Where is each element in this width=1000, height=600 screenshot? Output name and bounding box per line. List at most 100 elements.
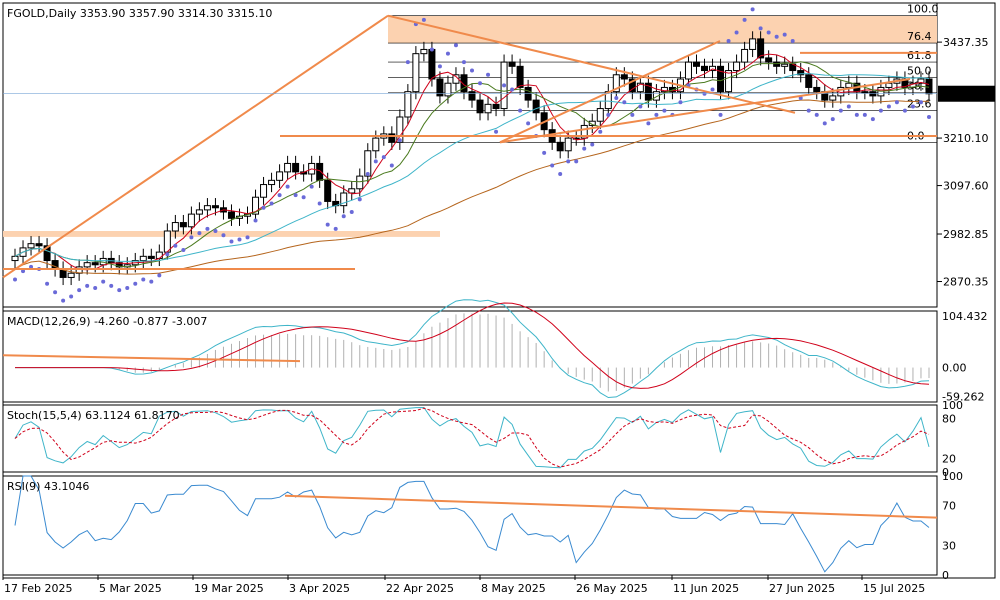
candle-body — [147, 255, 155, 259]
candle-body — [701, 65, 709, 72]
candle-body — [612, 74, 620, 93]
macd-tick-label: -59.262 — [942, 391, 984, 404]
rsi-line — [14, 475, 930, 573]
candle-body — [476, 99, 484, 114]
candle-body — [508, 61, 516, 67]
psar-dot — [125, 286, 130, 290]
candle-body — [572, 137, 580, 140]
candle-body — [861, 91, 869, 94]
psar-dot — [453, 43, 458, 48]
sma-long-line — [14, 99, 930, 275]
psar-dot — [774, 34, 779, 39]
psar-dot — [405, 60, 410, 65]
psar-dot — [678, 100, 683, 105]
macd-tick-label: 104.432 — [942, 310, 988, 323]
x-tick-label: 3 Apr 2025 — [289, 582, 350, 595]
candle-body — [163, 230, 171, 253]
psar-dot — [510, 87, 515, 92]
macd-trendline — [2, 354, 301, 363]
candle-body — [11, 255, 19, 262]
psar-dot — [333, 226, 338, 231]
chart-frame — [2, 2, 996, 579]
x-tick-label: 8 May 2025 — [481, 582, 546, 595]
candle-body — [35, 243, 43, 247]
candle-body — [532, 99, 540, 114]
psar-dot — [157, 273, 162, 278]
candle-body — [725, 70, 733, 93]
psar-dot — [758, 26, 763, 31]
psar-dot — [149, 279, 154, 284]
psar-dot — [622, 100, 627, 105]
candle-body — [227, 211, 235, 219]
candle-body — [757, 38, 765, 59]
candle-body — [468, 91, 476, 101]
candle-body — [436, 78, 444, 97]
psar-dot — [846, 104, 851, 109]
candle-body — [276, 171, 284, 181]
psar-dot — [926, 115, 931, 119]
price-tick-label: 3210.10 — [943, 132, 989, 145]
trendline — [387, 14, 796, 114]
psar-dot — [29, 264, 34, 269]
candle-body — [187, 213, 195, 228]
psar-dot — [646, 121, 651, 126]
macd-tick-label: 0.00 — [942, 362, 967, 375]
psar-dot — [85, 283, 90, 288]
psar-dot — [461, 60, 466, 65]
psar-dot — [133, 281, 138, 286]
psar-dot — [261, 205, 266, 210]
stoch-tick-label: 0 — [942, 466, 949, 479]
psar-dot — [710, 87, 715, 92]
candle-body — [588, 120, 596, 126]
x-tick-label: 22 Apr 2025 — [386, 582, 454, 595]
price-tick-label: 2870.35 — [943, 276, 989, 289]
fib-label: 61.8 — [907, 49, 932, 62]
fib-label: 100.0 — [907, 3, 939, 16]
psar-dot — [878, 108, 883, 113]
psar-dot — [117, 288, 122, 293]
candle-body — [885, 82, 893, 88]
sma-fast-line — [14, 53, 930, 271]
candle-body — [444, 82, 452, 97]
candle-body — [516, 65, 524, 88]
psar-dot — [173, 243, 178, 248]
candle-body — [741, 48, 749, 63]
x-tick-label: 17 Feb 2025 — [4, 582, 72, 595]
candle-body — [412, 53, 420, 93]
last-price-label: 3315.10 — [941, 88, 987, 101]
psar-dot — [389, 163, 394, 168]
x-tick-label: 26 May 2025 — [576, 582, 648, 595]
psar-dot — [317, 201, 322, 206]
psar-dot — [726, 39, 731, 43]
psar-dot — [630, 112, 635, 117]
psar-dot — [229, 239, 234, 244]
rsi-label: RSI(9) 43.1046 — [7, 480, 89, 493]
psar-dot — [478, 81, 483, 86]
psar-dot — [590, 142, 595, 147]
psar-dot — [574, 159, 579, 164]
fib-label: 76.4 — [907, 30, 932, 43]
psar-dot — [870, 117, 875, 122]
psar-dot — [558, 172, 563, 176]
panel-frame-rsi — [2, 475, 938, 576]
psar-dot — [269, 201, 274, 206]
trendline — [499, 40, 721, 144]
rsi-trendline — [284, 494, 938, 519]
psar-dot — [101, 279, 106, 284]
stoch-signal-line — [14, 407, 930, 468]
psar-dot — [53, 290, 58, 295]
candle-body — [268, 179, 276, 186]
candle-body — [179, 222, 187, 228]
candle-body — [404, 91, 412, 118]
psar-dot — [93, 286, 98, 290]
psar-dot — [886, 104, 891, 109]
candle-body — [492, 103, 500, 110]
psar-dot — [237, 237, 242, 242]
rsi-tick-label: 0 — [942, 569, 949, 582]
psar-dot — [13, 277, 18, 282]
psar-dot — [141, 277, 146, 282]
psar-dot — [662, 108, 667, 113]
price-tick-label: 3437.35 — [943, 36, 989, 49]
psar-dot — [822, 121, 827, 126]
candle-body — [211, 205, 219, 209]
